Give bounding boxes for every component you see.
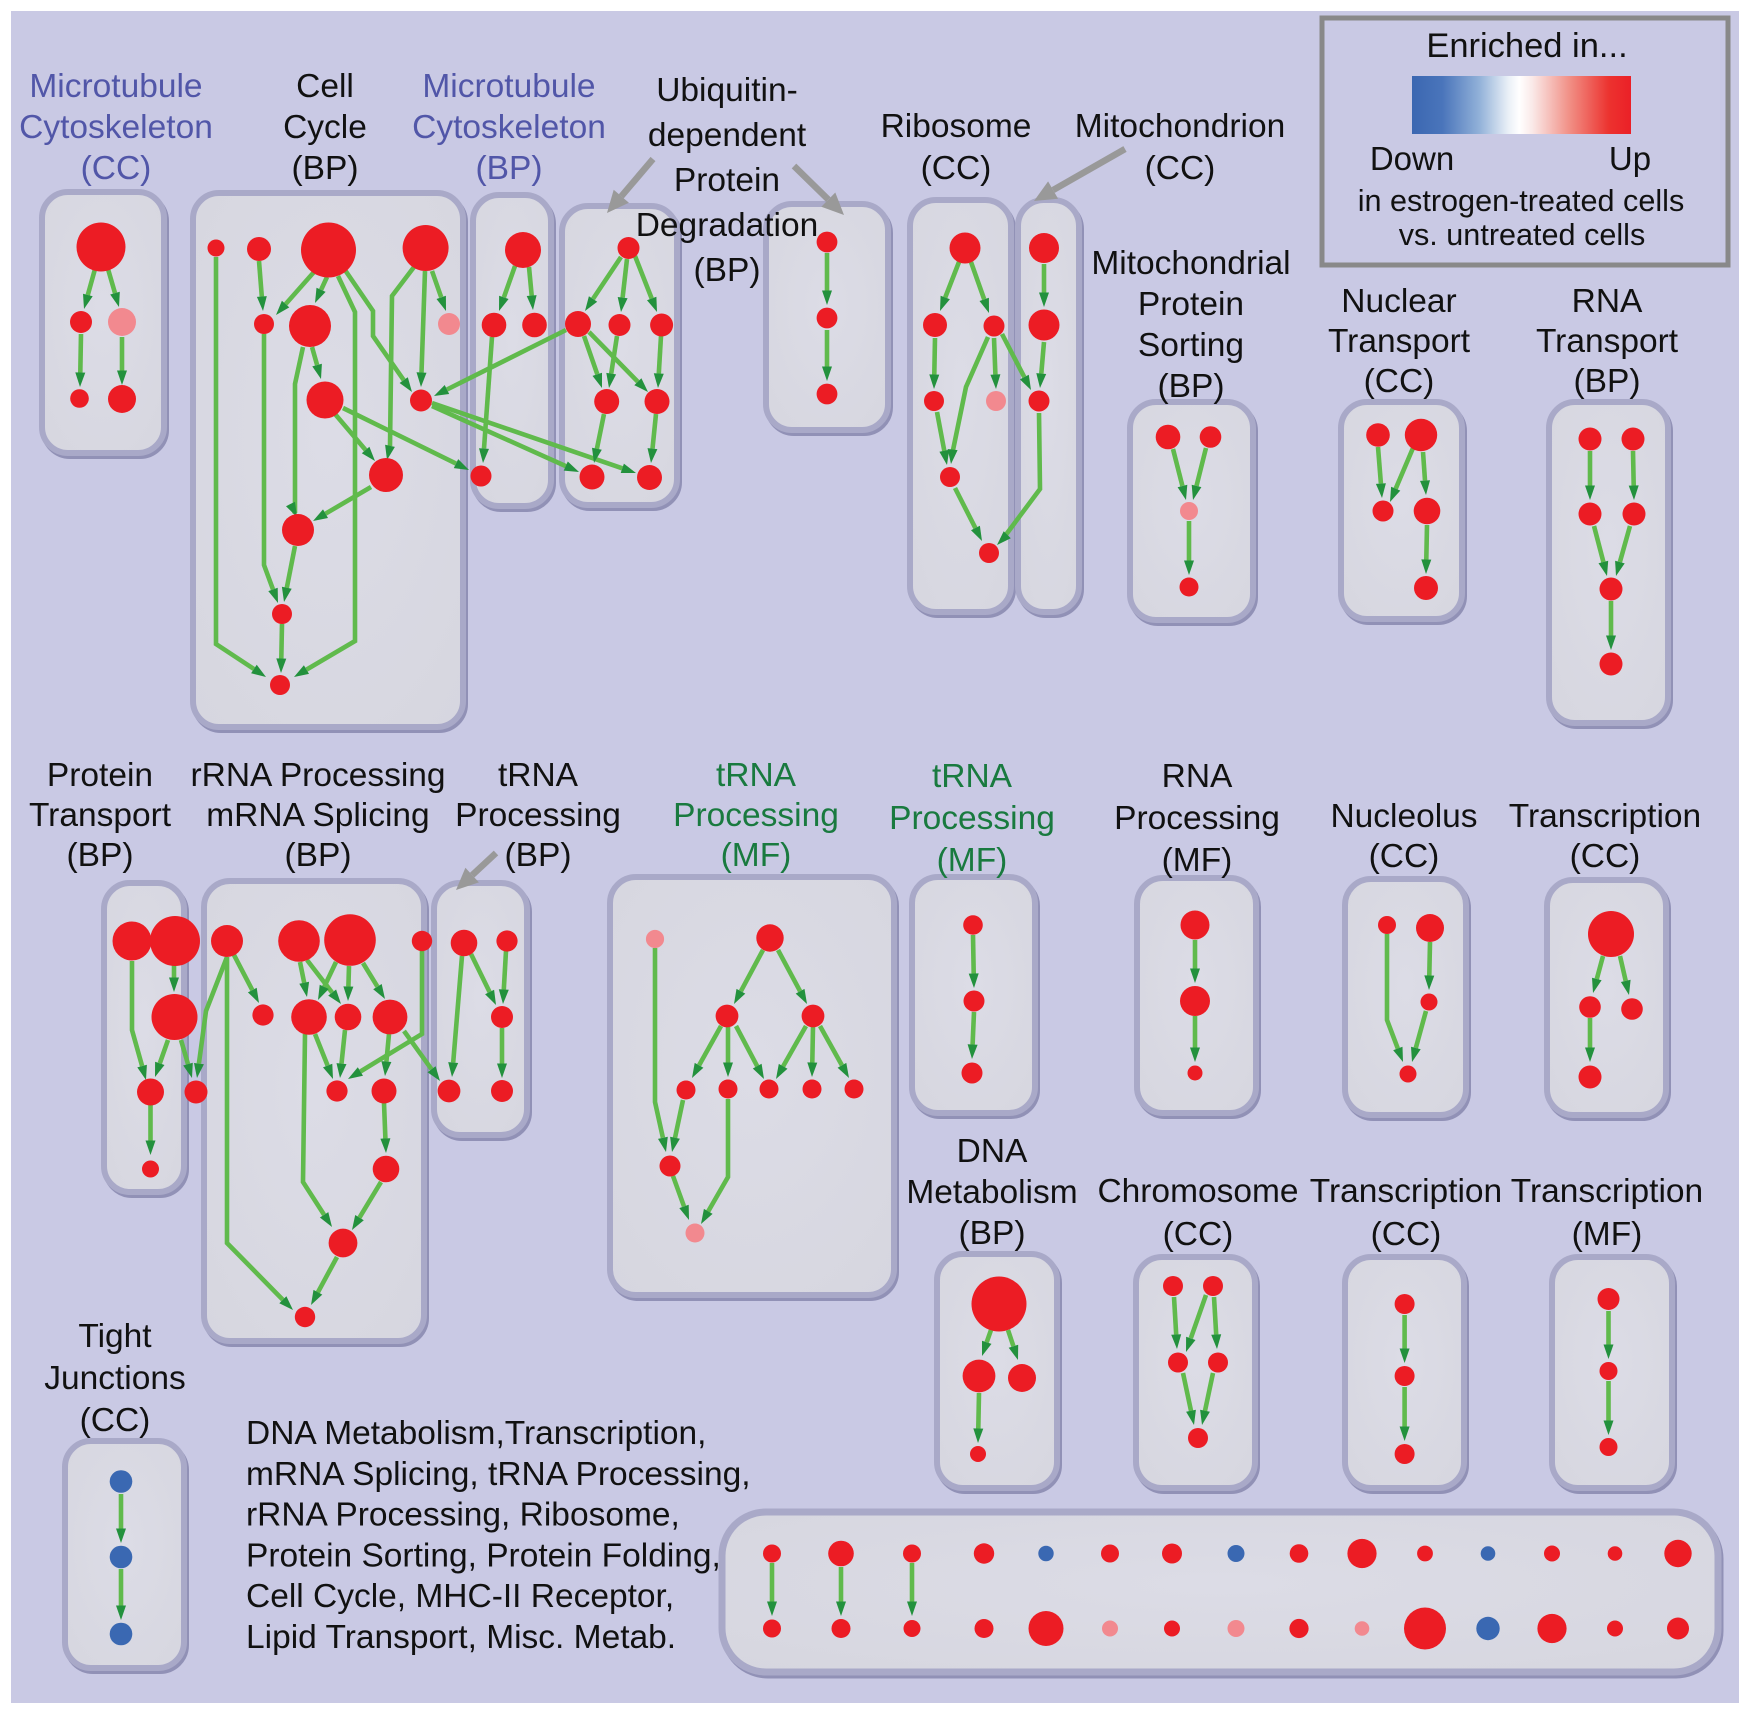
svg-text:(CC): (CC) <box>1369 838 1440 875</box>
svg-text:Mitochondrion: Mitochondrion <box>1075 108 1285 145</box>
svg-text:tRNA: tRNA <box>716 757 797 794</box>
svg-text:Processing: Processing <box>889 800 1055 837</box>
svg-text:(CC): (CC) <box>1163 1216 1234 1253</box>
svg-text:(BP): (BP) <box>694 252 761 289</box>
svg-text:Microtubule: Microtubule <box>422 68 595 105</box>
svg-text:Cycle: Cycle <box>283 109 367 146</box>
svg-text:Mitochondrial: Mitochondrial <box>1091 245 1290 282</box>
svg-text:Protein: Protein <box>1138 286 1244 323</box>
svg-text:Transport: Transport <box>1536 323 1679 360</box>
svg-text:in estrogen-treated cells: in estrogen-treated cells <box>1358 184 1685 218</box>
svg-text:Cytoskeleton: Cytoskeleton <box>412 109 606 146</box>
svg-text:Nucleolus: Nucleolus <box>1330 798 1477 835</box>
svg-text:Tight: Tight <box>78 1318 152 1355</box>
svg-text:(BP): (BP) <box>505 837 572 874</box>
svg-text:DNA Metabolism,Transcription,: DNA Metabolism,Transcription, <box>246 1415 706 1452</box>
svg-text:Processing: Processing <box>673 797 839 834</box>
svg-text:tRNA: tRNA <box>498 757 579 794</box>
svg-text:(BP): (BP) <box>1574 363 1641 400</box>
svg-text:Transport: Transport <box>1328 323 1471 360</box>
svg-text:(MF): (MF) <box>937 842 1008 879</box>
svg-text:(MF): (MF) <box>1572 1216 1643 1253</box>
svg-text:Junctions: Junctions <box>44 1360 186 1397</box>
svg-text:(CC): (CC) <box>921 150 992 187</box>
svg-text:(BP): (BP) <box>476 150 543 187</box>
svg-text:(BP): (BP) <box>285 837 352 874</box>
svg-text:mRNA Splicing: mRNA Splicing <box>206 797 429 834</box>
svg-text:(BP): (BP) <box>1158 368 1225 405</box>
svg-text:(BP): (BP) <box>67 837 134 874</box>
svg-text:(CC): (CC) <box>1371 1216 1442 1253</box>
svg-text:Ubiquitin-: Ubiquitin- <box>656 72 798 109</box>
svg-text:Chromosome: Chromosome <box>1097 1173 1298 1210</box>
svg-text:RNA: RNA <box>1162 758 1233 795</box>
svg-text:Enriched in...: Enriched in... <box>1426 27 1627 65</box>
svg-text:(CC): (CC) <box>1570 838 1641 875</box>
svg-text:Down: Down <box>1370 140 1454 177</box>
svg-text:rRNA Processing: rRNA Processing <box>190 757 445 794</box>
svg-text:Processing: Processing <box>1114 800 1280 837</box>
svg-text:Cell Cycle, MHC-II Receptor,: Cell Cycle, MHC-II Receptor, <box>246 1578 674 1615</box>
svg-text:(CC): (CC) <box>1145 150 1216 187</box>
svg-text:Transport: Transport <box>29 797 172 834</box>
svg-text:vs. untreated cells: vs. untreated cells <box>1399 218 1646 252</box>
svg-text:tRNA: tRNA <box>932 758 1013 795</box>
svg-text:(CC): (CC) <box>1364 363 1435 400</box>
svg-text:Protein Sorting, Protein Foldi: Protein Sorting, Protein Folding, <box>246 1537 721 1574</box>
svg-text:Degradation: Degradation <box>636 207 819 244</box>
svg-text:(BP): (BP) <box>959 1215 1026 1252</box>
svg-text:rRNA Processing, Ribosome,: rRNA Processing, Ribosome, <box>246 1497 680 1534</box>
svg-text:Microtubule: Microtubule <box>29 68 202 105</box>
svg-text:Cytoskeleton: Cytoskeleton <box>19 109 213 146</box>
svg-text:Up: Up <box>1609 140 1651 177</box>
svg-text:Sorting: Sorting <box>1138 327 1244 364</box>
svg-text:Nuclear: Nuclear <box>1341 283 1456 320</box>
svg-text:(CC): (CC) <box>80 1402 151 1439</box>
svg-text:Transcription: Transcription <box>1310 1173 1502 1210</box>
svg-text:(MF): (MF) <box>721 837 792 874</box>
svg-text:dependent: dependent <box>648 117 807 154</box>
svg-text:Lipid Transport, Misc. Metab.: Lipid Transport, Misc. Metab. <box>246 1619 676 1656</box>
svg-text:DNA: DNA <box>957 1133 1028 1170</box>
svg-text:mRNA Splicing, tRNA Processing: mRNA Splicing, tRNA Processing, <box>246 1456 751 1493</box>
svg-text:Metabolism: Metabolism <box>906 1174 1077 1211</box>
svg-text:Cell: Cell <box>296 68 354 105</box>
svg-text:Processing: Processing <box>455 797 621 834</box>
svg-text:(CC): (CC) <box>81 150 152 187</box>
svg-text:Protein: Protein <box>47 757 153 794</box>
svg-text:(BP): (BP) <box>292 150 359 187</box>
svg-text:Protein: Protein <box>674 162 780 199</box>
svg-text:Transcription: Transcription <box>1511 1173 1703 1210</box>
svg-text:(MF): (MF) <box>1162 842 1233 879</box>
svg-text:RNA: RNA <box>1572 283 1643 320</box>
svg-text:Ribosome: Ribosome <box>881 108 1032 145</box>
svg-text:Transcription: Transcription <box>1509 798 1701 835</box>
